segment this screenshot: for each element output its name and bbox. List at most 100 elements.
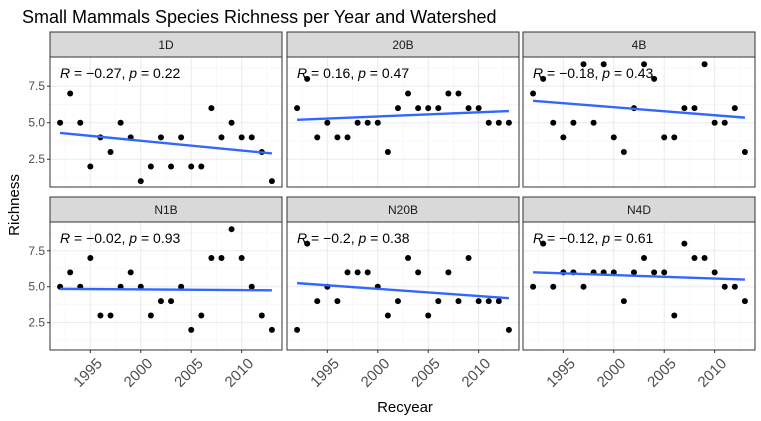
data-point bbox=[465, 254, 472, 261]
data-point bbox=[314, 298, 321, 305]
data-point bbox=[228, 119, 235, 126]
data-point bbox=[258, 312, 265, 319]
data-point bbox=[324, 119, 331, 126]
data-point bbox=[198, 312, 205, 319]
correlation-annotation: R = 0.16, p = 0.47 bbox=[297, 65, 409, 81]
data-point bbox=[394, 298, 401, 305]
facet-strip bbox=[522, 31, 756, 58]
data-point bbox=[641, 61, 648, 68]
data-point bbox=[475, 298, 482, 305]
data-point bbox=[168, 298, 175, 305]
data-point bbox=[530, 90, 537, 97]
correlation-annotation: R = −0.02, p = 0.93 bbox=[60, 230, 181, 246]
data-point bbox=[505, 119, 512, 126]
regression-line bbox=[532, 99, 746, 119]
data-point bbox=[445, 90, 452, 97]
facet-strip bbox=[49, 31, 283, 58]
data-point bbox=[455, 298, 462, 305]
x-tick-label: 2010 bbox=[459, 355, 495, 391]
correlation-annotation: R = −0.2, p = 0.38 bbox=[297, 230, 410, 246]
y-tick-label: 2.5 bbox=[28, 152, 45, 166]
data-point bbox=[741, 298, 748, 305]
data-point bbox=[415, 269, 422, 276]
data-point bbox=[384, 312, 391, 319]
data-point bbox=[218, 254, 225, 261]
data-point bbox=[147, 163, 154, 170]
data-point bbox=[178, 283, 185, 290]
data-point bbox=[405, 90, 412, 97]
facet-panel-n4d: N4D R = −0.12, p = 0.61 1995 2000 2005 2010 bbox=[522, 196, 756, 391]
data-point bbox=[405, 254, 412, 261]
x-tick-label: 2000 bbox=[358, 355, 394, 391]
data-point bbox=[107, 312, 114, 319]
data-point bbox=[198, 163, 205, 170]
data-point bbox=[570, 119, 577, 126]
x-axis-title: Recyear bbox=[377, 399, 433, 416]
data-point bbox=[445, 269, 452, 276]
data-point bbox=[701, 61, 708, 68]
data-point bbox=[294, 105, 301, 112]
data-point bbox=[334, 134, 341, 141]
facet-strip-label: N4D bbox=[627, 203, 651, 217]
data-point bbox=[384, 148, 391, 155]
data-point bbox=[691, 105, 698, 112]
x-tick-label: 1995 bbox=[70, 355, 106, 391]
panel-border bbox=[49, 221, 283, 351]
data-point bbox=[540, 240, 547, 247]
y-tick-label: 5.0 bbox=[28, 116, 45, 130]
data-point bbox=[550, 283, 557, 290]
data-point bbox=[671, 134, 678, 141]
data-point bbox=[248, 283, 255, 290]
facet-panels: 1D R = −0.27, p = 0.22 2.5 5.0 7.5 20B R = 0.1… bbox=[28, 31, 756, 391]
regression-line bbox=[297, 281, 509, 300]
panel-border bbox=[286, 56, 520, 188]
data-point bbox=[137, 178, 144, 185]
facet-strip-label: 4B bbox=[632, 38, 647, 52]
correlation-annotation: R = −0.27, p = 0.22 bbox=[60, 65, 181, 81]
data-point bbox=[620, 148, 627, 155]
data-point bbox=[168, 163, 175, 170]
data-point bbox=[364, 119, 371, 126]
data-point bbox=[651, 75, 658, 82]
data-point bbox=[304, 75, 311, 82]
facet-panel-n20b: N20B R = −0.2, p = 0.38 1995 2000 2005 2010 bbox=[286, 196, 520, 391]
x-tick-label: 1995 bbox=[307, 355, 343, 391]
data-point bbox=[485, 298, 492, 305]
facet-strip bbox=[49, 196, 283, 223]
facet-panel-1d: 1D R = −0.27, p = 0.22 2.5 5.0 7.5 bbox=[28, 31, 283, 188]
correlation-annotation: R = −0.18, p = 0.43 bbox=[533, 65, 654, 81]
data-point bbox=[188, 163, 195, 170]
y-tick-label: 7.5 bbox=[28, 79, 45, 93]
x-tick-label: 2000 bbox=[121, 355, 157, 391]
data-point bbox=[691, 254, 698, 261]
data-point bbox=[641, 254, 648, 261]
panel-border bbox=[286, 221, 520, 351]
x-tick-label: 2000 bbox=[594, 355, 630, 391]
data-point bbox=[157, 298, 164, 305]
data-point bbox=[268, 178, 275, 185]
data-point bbox=[127, 269, 134, 276]
y-tick-label: 7.5 bbox=[28, 244, 45, 258]
data-point bbox=[364, 269, 371, 276]
data-point bbox=[540, 75, 547, 82]
data-point bbox=[117, 119, 124, 126]
data-point bbox=[334, 298, 341, 305]
data-point bbox=[228, 226, 235, 233]
correlation-annotation: R = −0.12, p = 0.61 bbox=[533, 230, 654, 246]
data-point bbox=[741, 148, 748, 155]
facet-strip-label: 20B bbox=[392, 38, 413, 52]
data-point bbox=[218, 134, 225, 141]
data-point bbox=[530, 283, 537, 290]
data-point bbox=[238, 134, 245, 141]
data-point bbox=[425, 105, 432, 112]
data-point bbox=[57, 119, 64, 126]
data-point bbox=[157, 134, 164, 141]
data-point bbox=[294, 326, 301, 333]
panel-border bbox=[522, 221, 756, 351]
data-point bbox=[67, 269, 74, 276]
data-point bbox=[701, 254, 708, 261]
data-point bbox=[107, 148, 114, 155]
data-point bbox=[731, 283, 738, 290]
data-point bbox=[580, 283, 587, 290]
